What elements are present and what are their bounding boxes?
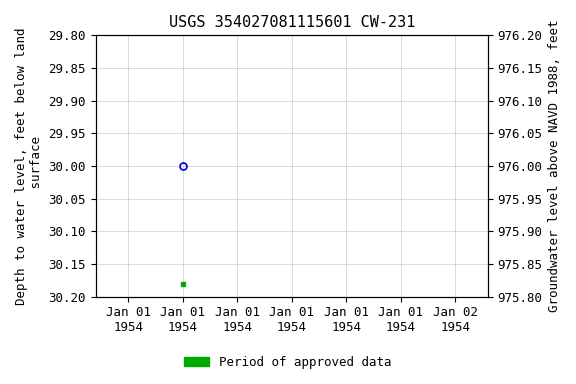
Legend: Period of approved data: Period of approved data [179, 351, 397, 374]
Y-axis label: Groundwater level above NAVD 1988, feet: Groundwater level above NAVD 1988, feet [548, 20, 561, 312]
Title: USGS 354027081115601 CW-231: USGS 354027081115601 CW-231 [169, 15, 415, 30]
Y-axis label: Depth to water level, feet below land
 surface: Depth to water level, feet below land su… [15, 27, 43, 305]
